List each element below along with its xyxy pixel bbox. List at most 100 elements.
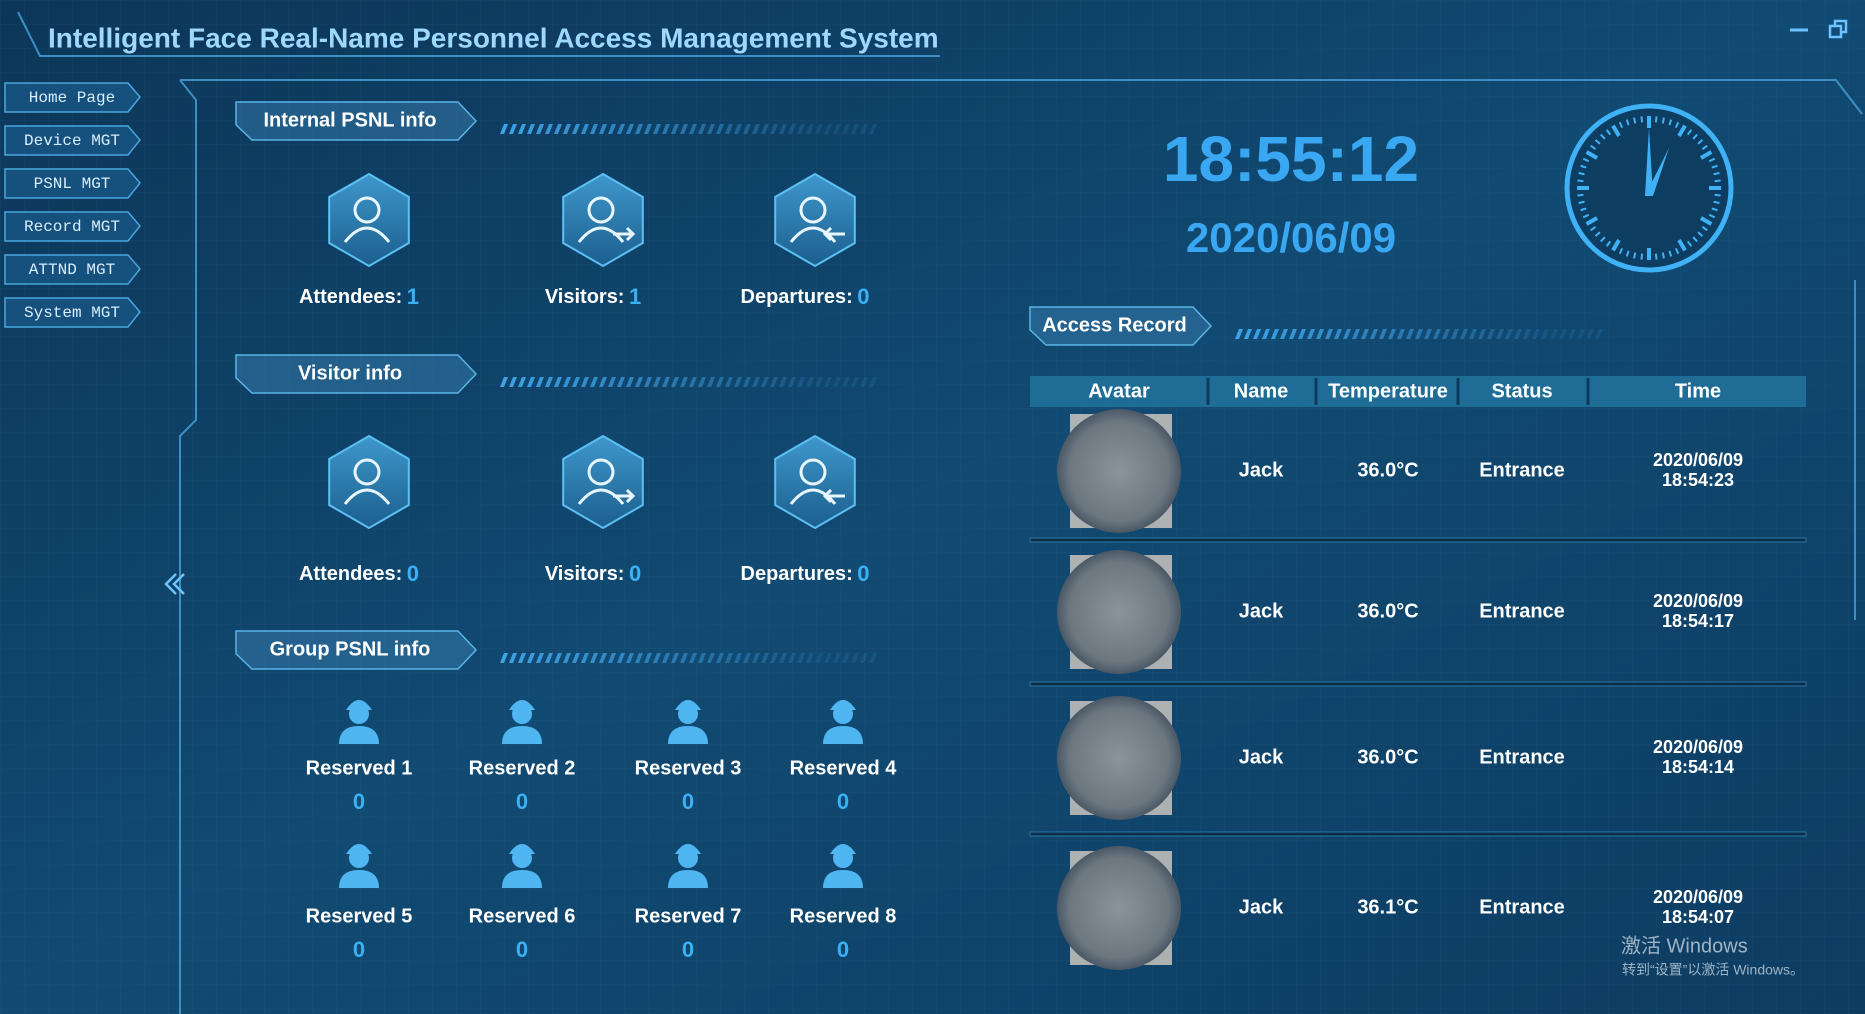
stripe <box>725 124 733 134</box>
stripe <box>1343 329 1351 339</box>
stripe <box>572 653 580 663</box>
clock-tick <box>1625 119 1630 126</box>
stripe <box>842 124 850 134</box>
stripe <box>752 653 760 663</box>
clock-tick <box>1594 139 1601 145</box>
nav-button-shape <box>4 211 141 242</box>
stripe <box>509 653 517 663</box>
nav-button[interactable]: Device MGT <box>4 125 141 156</box>
nav-button[interactable]: ATTND MGT <box>4 254 141 285</box>
clock-tick <box>1577 179 1584 183</box>
clock-tick <box>1590 225 1597 232</box>
stripe <box>572 377 580 387</box>
stripe <box>1451 329 1459 339</box>
stripe <box>527 124 535 134</box>
cell-time: 18:54:23 <box>1662 470 1734 490</box>
clock-tick <box>1654 116 1658 123</box>
nav-label[interactable]: ATTND MGT <box>29 261 115 279</box>
clock-tick <box>1654 253 1658 260</box>
cell-date: 2020/06/09 <box>1653 737 1743 757</box>
stripe <box>617 653 625 663</box>
analog-clock <box>1564 103 1734 273</box>
stripe <box>644 653 652 663</box>
section-tab <box>235 101 478 141</box>
stat-icon <box>774 172 856 268</box>
stripe <box>1307 329 1315 339</box>
stripe <box>689 377 697 387</box>
stripe <box>653 124 661 134</box>
stat-label: Attendees: <box>299 286 402 308</box>
clock-tick <box>1713 200 1720 204</box>
icon-head <box>587 196 615 224</box>
icon-helmet <box>509 844 535 854</box>
stripe <box>788 377 796 387</box>
stripe <box>572 124 580 134</box>
nav-button[interactable]: Record MGT <box>4 211 141 242</box>
cell-name: Jack <box>1239 459 1284 481</box>
stripe <box>590 653 598 663</box>
stripe <box>1289 329 1297 339</box>
clock-tick <box>1611 238 1621 252</box>
section-title: Access Record <box>1042 314 1187 336</box>
stat-icon <box>328 172 410 268</box>
nav-button[interactable]: PSNL MGT <box>4 168 141 199</box>
stripe <box>788 653 796 663</box>
nav-button-shape <box>4 82 141 113</box>
stripe <box>689 124 697 134</box>
stripe <box>1352 329 1360 339</box>
stripe <box>725 377 733 387</box>
stripe <box>1586 329 1594 339</box>
clock-tick <box>1585 150 1599 160</box>
icon-body <box>668 726 708 744</box>
nav-button[interactable]: System MGT <box>4 297 141 328</box>
hexagon <box>328 434 410 530</box>
nav-label[interactable]: Device MGT <box>24 132 120 150</box>
stat-label: Visitors: <box>545 563 625 585</box>
icon-helmet <box>346 700 372 710</box>
icon-body <box>343 488 391 505</box>
nav-label[interactable]: PSNL MGT <box>34 175 111 193</box>
clock-tick <box>1708 157 1716 163</box>
clock-tick <box>1611 124 1621 138</box>
clock-tick <box>1585 216 1599 226</box>
stripe <box>851 653 859 663</box>
stat-label: Attendees: <box>299 563 402 585</box>
clock-tick <box>1701 144 1708 151</box>
stripe <box>788 124 796 134</box>
stripe <box>851 377 859 387</box>
table-header-bg <box>1030 376 1806 407</box>
nav-label[interactable]: Home Page <box>29 89 115 107</box>
group-icon <box>668 700 708 744</box>
stripe <box>1595 329 1603 339</box>
stat-label: Departures: <box>741 286 853 308</box>
nav-label[interactable]: Record MGT <box>24 218 120 236</box>
stripe <box>707 653 715 663</box>
column-header: Name <box>1234 380 1288 402</box>
stripe <box>599 124 607 134</box>
stripe <box>680 377 688 387</box>
cell-date: 2020/06/09 <box>1653 450 1743 470</box>
clock-tick <box>1692 133 1698 140</box>
stripe <box>590 377 598 387</box>
nav-button[interactable]: Home Page <box>4 82 141 113</box>
icon-body <box>577 226 625 243</box>
group-name: Reserved 5 <box>306 905 413 927</box>
icon-helmet <box>675 844 701 854</box>
column-header: Temperature <box>1328 380 1448 402</box>
icon-body <box>789 226 837 243</box>
clock-tick <box>1686 129 1693 136</box>
stripe <box>1325 329 1333 339</box>
nav-button-shape <box>4 168 141 199</box>
stripe <box>1244 329 1252 339</box>
stat-text: Attendees: 1 <box>299 284 419 309</box>
stripe <box>806 124 814 134</box>
stripe <box>806 653 814 663</box>
clock-tick <box>1711 207 1718 212</box>
stripe <box>1568 329 1576 339</box>
collapse-icon[interactable] <box>164 573 185 595</box>
stripe <box>518 653 526 663</box>
restore-button[interactable] <box>1828 19 1848 39</box>
icon-helmet <box>830 844 856 854</box>
stripe <box>860 653 868 663</box>
nav-label[interactable]: System MGT <box>24 304 120 322</box>
